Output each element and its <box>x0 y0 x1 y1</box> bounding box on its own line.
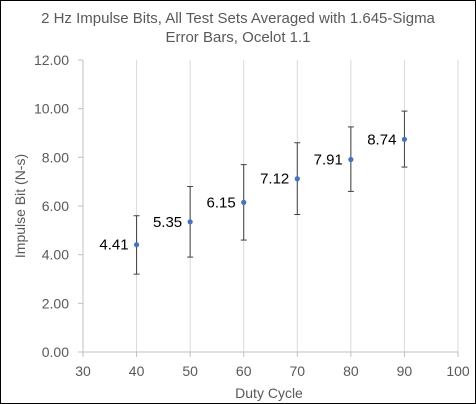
y-axis-title: Impulse Bit (N-s) <box>12 154 28 258</box>
data-label: 6.15 <box>207 194 236 211</box>
x-axis-title: Duty Cycle <box>235 385 303 401</box>
data-point <box>401 136 408 142</box>
x-tick-label: 70 <box>289 363 305 379</box>
grid-lines <box>136 60 459 352</box>
axes <box>78 59 459 357</box>
x-tick-label: 90 <box>397 363 413 379</box>
tick-labels: 0.00 2.00 4.00 6.00 8.00 10.00 12.00 30 40 50 60 70… <box>34 52 470 379</box>
data-labels: 4.41 5.35 6.15 7.12 7.91 8.74 <box>99 131 396 253</box>
y-tick-label: 10.00 <box>34 101 69 117</box>
x-tick-label: 30 <box>75 363 91 379</box>
x-tick-label: 100 <box>446 363 470 379</box>
data-point <box>241 199 247 205</box>
x-tick-label: 40 <box>129 363 145 379</box>
y-tick-label: 0.00 <box>42 344 69 360</box>
chart-title-line-1: 2 Hz Impulse Bits, All Test Sets Average… <box>41 10 435 27</box>
chart-title-line-2: Error Bars, Ocelot 1.1 <box>165 29 310 46</box>
data-point <box>187 219 193 225</box>
data-label: 8.74 <box>367 131 396 148</box>
data-point <box>348 156 354 163</box>
x-tick-label: 60 <box>236 363 252 379</box>
y-tick-label: 12.00 <box>34 52 69 68</box>
y-tick-label: 8.00 <box>42 149 69 165</box>
y-tick-label: 6.00 <box>42 198 69 214</box>
data-point <box>133 242 140 248</box>
data-label: 4.41 <box>99 237 128 254</box>
data-label: 7.91 <box>314 152 343 169</box>
x-tick-label: 50 <box>182 363 198 379</box>
x-tick-label: 80 <box>343 363 359 379</box>
data-point <box>294 176 300 182</box>
data-points <box>133 136 408 248</box>
data-label: 5.35 <box>153 214 182 231</box>
y-tick-label: 4.00 <box>42 247 69 263</box>
data-label: 7.12 <box>260 171 289 188</box>
y-tick-label: 2.00 <box>42 295 69 311</box>
